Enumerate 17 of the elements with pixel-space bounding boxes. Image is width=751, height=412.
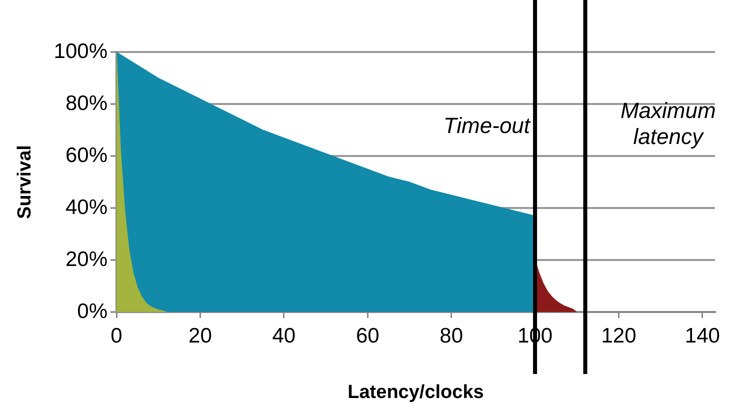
- y-tick-label: 80%: [65, 92, 108, 115]
- y-tick-label: 60%: [65, 144, 108, 167]
- x-tick-label: 0: [110, 324, 122, 348]
- ref-line-label: Time-out: [443, 113, 531, 138]
- ref-line-label: Maximum latency: [620, 98, 716, 150]
- y-tick-label: 0%: [77, 300, 108, 323]
- x-tick-label: 80: [440, 324, 464, 348]
- x-tick-label: 60: [356, 324, 380, 348]
- x-tick-label: 20: [188, 324, 212, 348]
- x-tick-label: 140: [684, 324, 720, 348]
- x-tick-label: 120: [601, 324, 636, 348]
- y-tick-label: 100%: [54, 40, 108, 63]
- x-tick-label: 40: [272, 324, 296, 348]
- y-tick-label: 40%: [65, 196, 108, 219]
- y-tick-label: 20%: [65, 248, 108, 271]
- y-axis-title: Survival: [14, 145, 36, 219]
- x-axis-title: Latency/clocks: [348, 382, 484, 403]
